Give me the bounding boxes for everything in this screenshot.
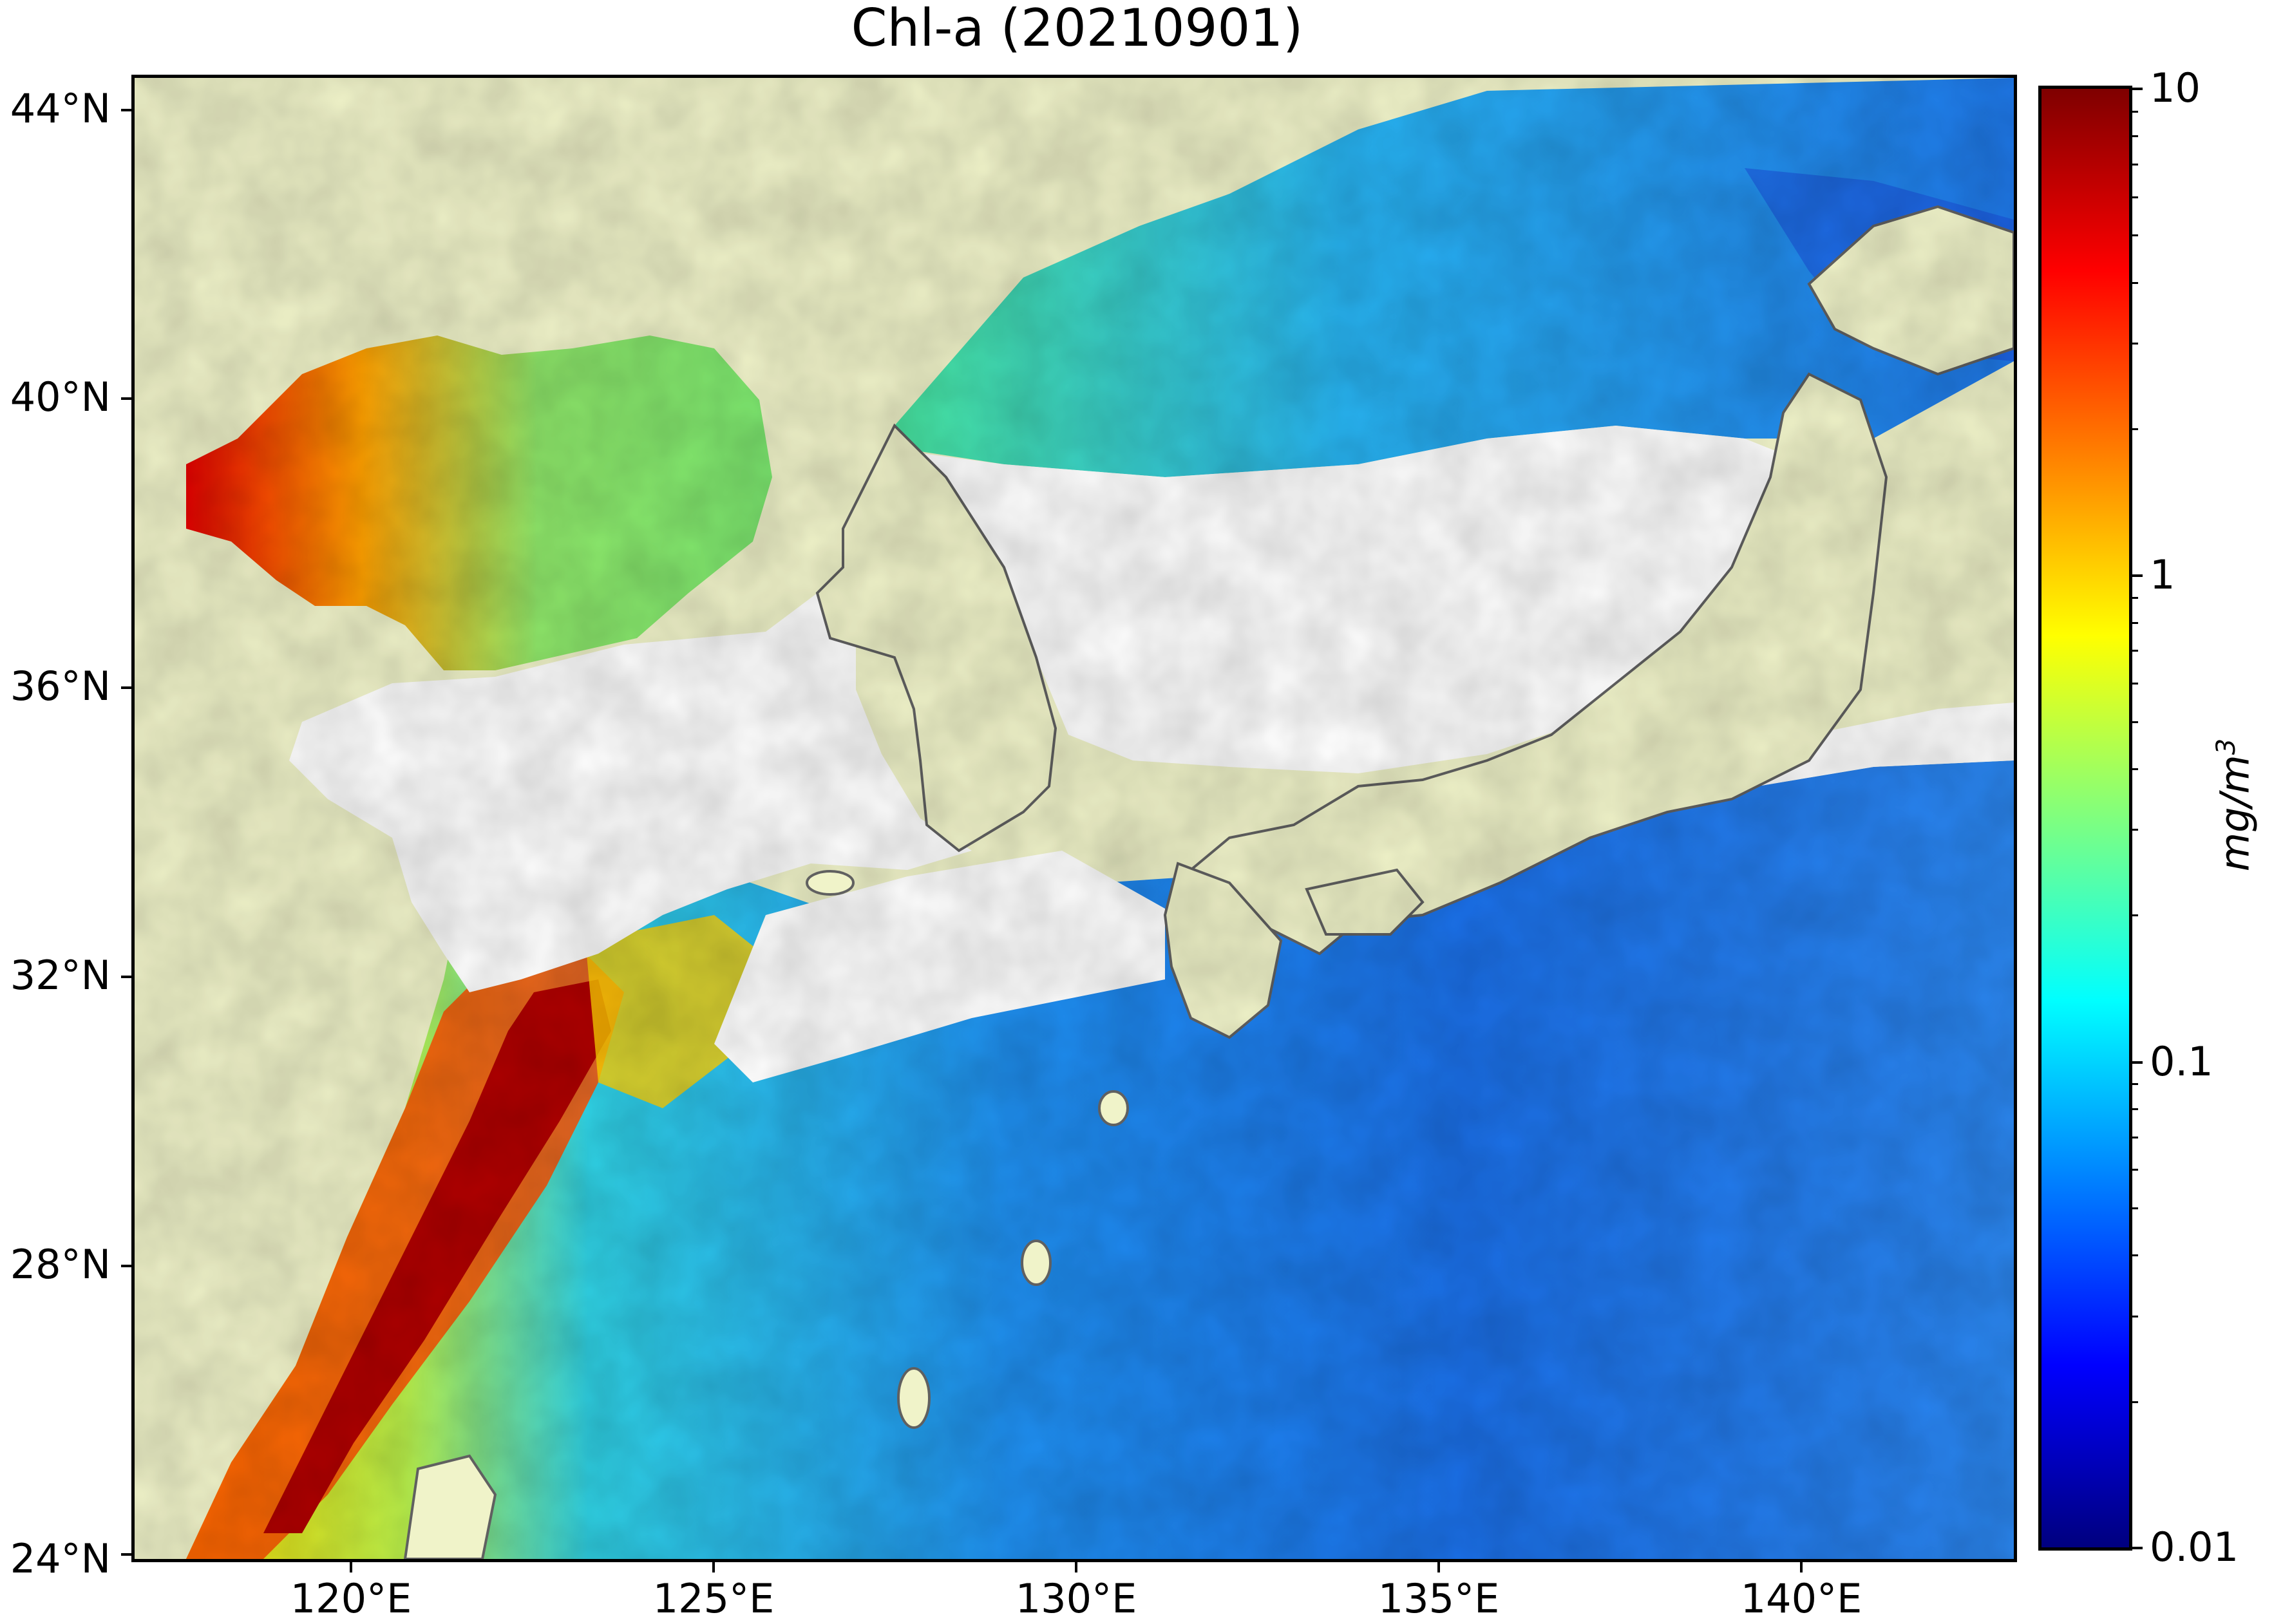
colorbar-minor-tick	[2132, 342, 2138, 345]
colorbar-minor-tick	[2132, 1401, 2138, 1403]
colorbar-unit-exp: 3	[2211, 738, 2241, 755]
colorbar-minor-tick	[2132, 1169, 2138, 1171]
colorbar-minor-tick	[2132, 596, 2138, 599]
colorbar-minor-tick	[2132, 682, 2138, 685]
colorbar-minor-tick	[2132, 234, 2138, 237]
colorbar-minor-tick	[2132, 721, 2138, 723]
colorbar-minor-tick	[2132, 914, 2138, 917]
lon-label-125: 125°E	[652, 1575, 775, 1622]
lon-tick-125	[712, 1562, 715, 1572]
colorbar-tick-0.1	[2132, 1061, 2143, 1064]
map-frame	[131, 75, 2017, 1562]
colorbar-tick-0.01	[2132, 1547, 2143, 1549]
colorbar-unit-label: mg/m3	[2212, 739, 2259, 872]
colorbar-label-1: 1	[2150, 551, 2175, 598]
island-yakushima	[1098, 1090, 1129, 1126]
colorbar-unit-base: mg/m	[2211, 755, 2259, 872]
lon-tick-135	[1437, 1562, 1440, 1572]
colorbar-label-10: 10	[2150, 64, 2201, 111]
lat-tick-40	[121, 397, 131, 400]
lat-label-32: 32°N	[10, 952, 111, 999]
colorbar-minor-tick	[2132, 1108, 2138, 1110]
lat-tick-44	[121, 109, 131, 111]
lat-tick-28	[121, 1265, 131, 1267]
colorbar-label-0.01: 0.01	[2150, 1524, 2239, 1571]
lat-label-24: 24°N	[10, 1535, 111, 1582]
colorbar-minor-tick	[2132, 281, 2138, 284]
lon-tick-120	[350, 1562, 352, 1572]
colorbar-minor-tick	[2132, 768, 2138, 770]
colorbar-minor-tick	[2132, 110, 2138, 113]
colorbar-minor-tick	[2132, 1136, 2138, 1138]
colorbar-minor-tick	[2132, 650, 2138, 652]
chlorophyll-map	[135, 78, 2014, 1559]
colorbar	[2038, 86, 2132, 1551]
colorbar-tick-1	[2132, 574, 2143, 577]
lat-label-40: 40°N	[10, 373, 111, 420]
colorbar-minor-tick	[2132, 1254, 2138, 1257]
colorbar-label-0.1: 0.1	[2150, 1038, 2213, 1085]
colorbar-minor-tick	[2132, 196, 2138, 198]
lat-label-44: 44°N	[10, 85, 111, 132]
colorbar-minor-tick	[2132, 1083, 2138, 1086]
lon-tick-140	[1800, 1562, 1803, 1572]
colorbar-tick-10	[2132, 88, 2143, 90]
lon-label-130: 130°E	[1015, 1575, 1137, 1622]
colorbar-minor-tick	[2132, 428, 2138, 430]
colorbar-minor-tick	[2132, 1315, 2138, 1317]
lon-tick-130	[1075, 1562, 1077, 1572]
island-okinawa	[897, 1367, 931, 1429]
colorbar-minor-tick	[2132, 1207, 2138, 1210]
lon-label-135: 135°E	[1378, 1575, 1500, 1622]
map-title: Chl-a (20210901)	[851, 0, 1303, 58]
lat-label-28: 28°N	[10, 1241, 111, 1288]
lat-label-36: 36°N	[10, 663, 111, 710]
lat-tick-32	[121, 976, 131, 978]
lon-label-120: 120°E	[290, 1575, 412, 1622]
island-jeju	[806, 870, 855, 896]
colorbar-minor-tick	[2132, 829, 2138, 831]
lon-label-140: 140°E	[1740, 1575, 1862, 1622]
island-amami	[1021, 1240, 1052, 1286]
colorbar-minor-tick	[2132, 621, 2138, 624]
lat-tick-36	[121, 686, 131, 689]
land-taiwan	[403, 1454, 497, 1559]
colorbar-minor-tick	[2132, 164, 2138, 165]
lat-tick-24	[121, 1553, 131, 1556]
colorbar-minor-tick	[2132, 135, 2138, 138]
